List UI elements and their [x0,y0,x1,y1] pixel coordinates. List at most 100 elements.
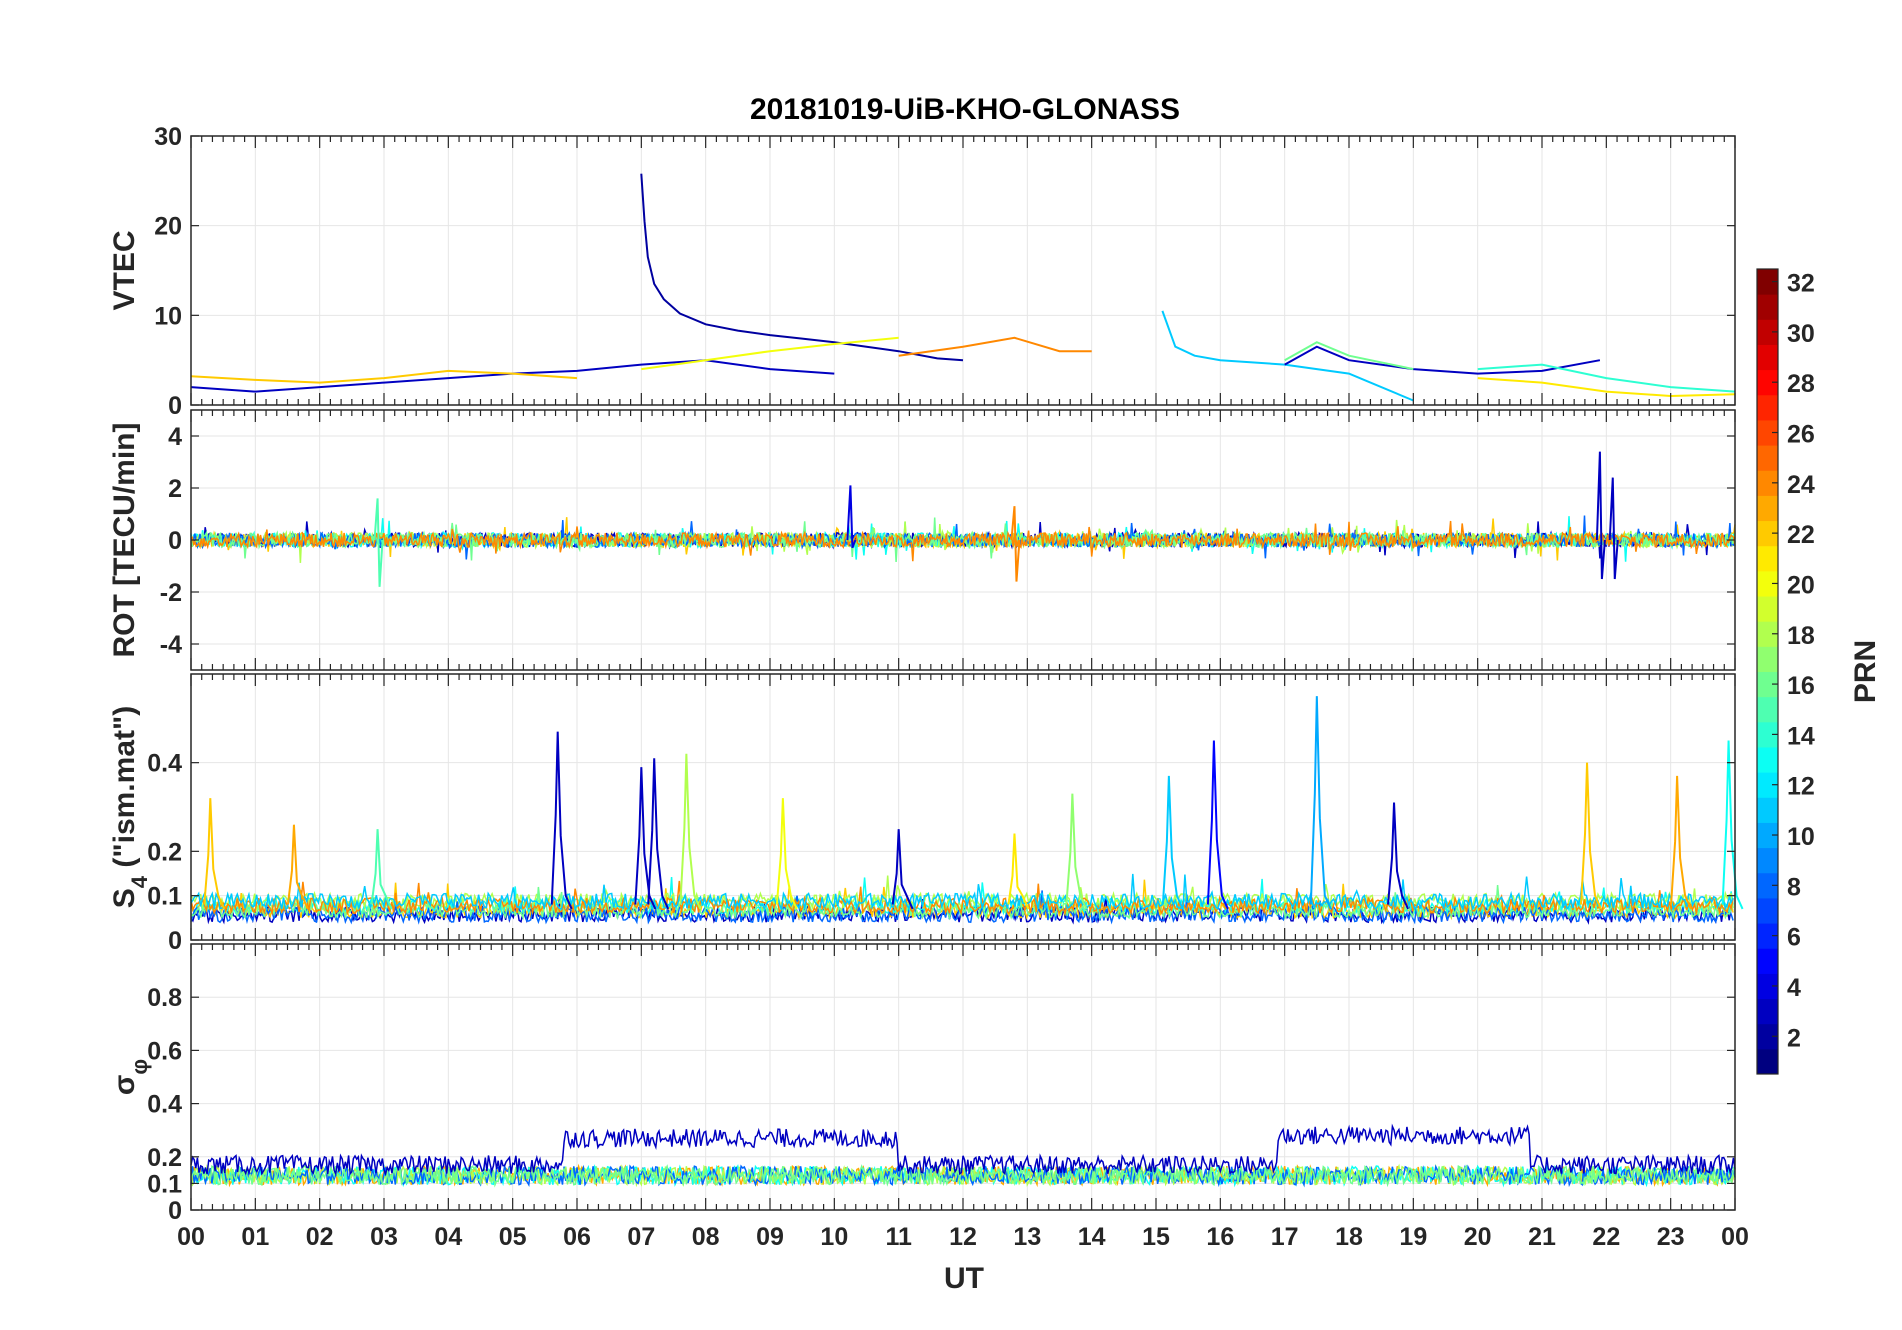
y-tick-label: 0.8 [147,984,182,1012]
series-group [190,696,1744,925]
x-ticks [190,136,1736,405]
s4-spike-6 [679,753,702,910]
y-tick-label: 0.4 [147,1091,182,1119]
y-tick-label: 2 [168,475,182,503]
y-tick-label: 30 [154,123,182,151]
colorbar-cell [1757,872,1778,899]
colorbar-cell [1757,344,1778,371]
colorbar-tick-label: 2 [1787,1024,1801,1052]
colorbar-cell [1757,721,1778,748]
colorbar-tick-label: 28 [1787,370,1815,398]
colorbar-cell [1757,470,1778,496]
rot-event-4 [1608,477,1619,580]
y-tick-label: 0.1 [147,1170,182,1198]
x-tick-label: 07 [627,1223,655,1251]
series-prn-2-0 [640,173,964,362]
x-tick-label: 04 [434,1223,462,1251]
series-prn-24-4 [898,336,1092,357]
y-tick-label: 0 [168,1197,182,1225]
x-tick-label: 08 [692,1223,720,1251]
s4-spike-7 [775,798,798,910]
x-ticks [190,944,1736,1210]
series-prn-14-7 [1477,363,1736,393]
colorbar-cell [1757,269,1778,295]
y-tick-label: 0.2 [147,838,182,866]
x-tick-label: 01 [241,1223,269,1251]
y-tick-label: -2 [160,579,182,607]
x-tick-label: 20 [1464,1223,1492,1251]
y-axis-label: ROT [TECU/min] [108,423,141,658]
colorbar-cell [1757,1048,1778,1075]
x-tick-label: 18 [1335,1223,1363,1251]
x-ticks [190,674,1736,940]
colorbar-cell [1757,394,1778,421]
s4-spike-4 [634,767,657,910]
sigma-noise-prn-3 [190,1123,1736,1177]
s4-spike-9 [1007,833,1030,910]
chart-title: 20181019-UiB-KHO-GLONASS [750,93,1180,126]
colorbar-cell [1757,319,1778,345]
x-tick-label: 09 [756,1223,784,1251]
colorbar-cell [1757,973,1778,1000]
colorbar-cell [1757,520,1778,547]
s4-spike-3 [550,731,573,910]
panel-s4: 0 0.1 0.2 0.4S4 ("ism.mat") [108,673,1744,955]
y-tick-label: 0 [168,392,182,420]
colorbar-tick-label: 12 [1787,773,1815,801]
colorbar-label: PRN [1849,640,1882,703]
series-prn-20-3 [641,336,899,371]
s4-spike-10 [1065,793,1088,910]
colorbar-cell [1757,847,1778,874]
y-axis-label: VTEC [108,230,141,310]
x-tick-label: 05 [499,1223,527,1251]
colorbar-cell [1757,923,1778,949]
colorbar-tick-label: 16 [1787,672,1815,700]
colorbar-cell [1757,369,1778,396]
s4-noise-prn-24 [190,880,1734,916]
colorbar-cell [1757,419,1778,446]
x-tick-label: 12 [949,1223,977,1251]
x-tick-label: 13 [1013,1223,1041,1251]
y-tick-label: 0.1 [147,883,182,911]
s4-spike-16 [1670,775,1693,910]
colorbar-cell [1757,822,1778,849]
colorbar-tick-label: 24 [1787,471,1815,499]
x-tick-label: 22 [1592,1223,1620,1251]
series-prn-16-8 [1284,341,1414,371]
colorbar-cell [1757,746,1778,773]
panel-rot: -4 -2 0 2 4 ROT [TECU/min] [108,409,1736,671]
y-tick-label: 20 [154,213,182,241]
colorbar-tick-label: 6 [1787,924,1801,952]
grid [190,135,1736,406]
x-tick-label: 17 [1271,1223,1299,1251]
s4-spike-5 [647,758,670,910]
colorbar-tick-label: 26 [1787,421,1815,449]
series-group [190,451,1736,587]
rot-noise-prn-24 [190,520,1736,562]
y-tick-label: 0 [168,927,182,955]
series-prn-21-9 [1477,377,1736,398]
colorbar-tick-label: 32 [1787,270,1815,298]
series-prn-22-2 [190,369,578,384]
rot-event-1 [846,485,857,549]
panel-vtec: 0 10 20 30 VTEC [108,123,1736,420]
series-group [190,1123,1736,1188]
series-prn-3-6 [1284,345,1601,375]
colorbar-tick-label: 30 [1787,320,1815,348]
x-tick-label: 16 [1206,1223,1234,1251]
x-axis-label: UT [944,1262,984,1295]
colorbar-cell [1757,797,1778,823]
x-tick-label: 02 [306,1223,334,1251]
colorbar-cell [1757,596,1778,622]
colorbar-cell [1757,445,1778,471]
colorbar-cell [1757,545,1778,572]
colorbar-cell [1757,772,1778,798]
y-tick-label: -4 [160,631,182,659]
s4-noise-prn-11 [190,873,1734,912]
colorbar-cell [1757,646,1778,672]
s4-spike-15 [1580,762,1602,910]
s4-spike-8 [891,829,914,910]
series-group [190,173,1736,402]
